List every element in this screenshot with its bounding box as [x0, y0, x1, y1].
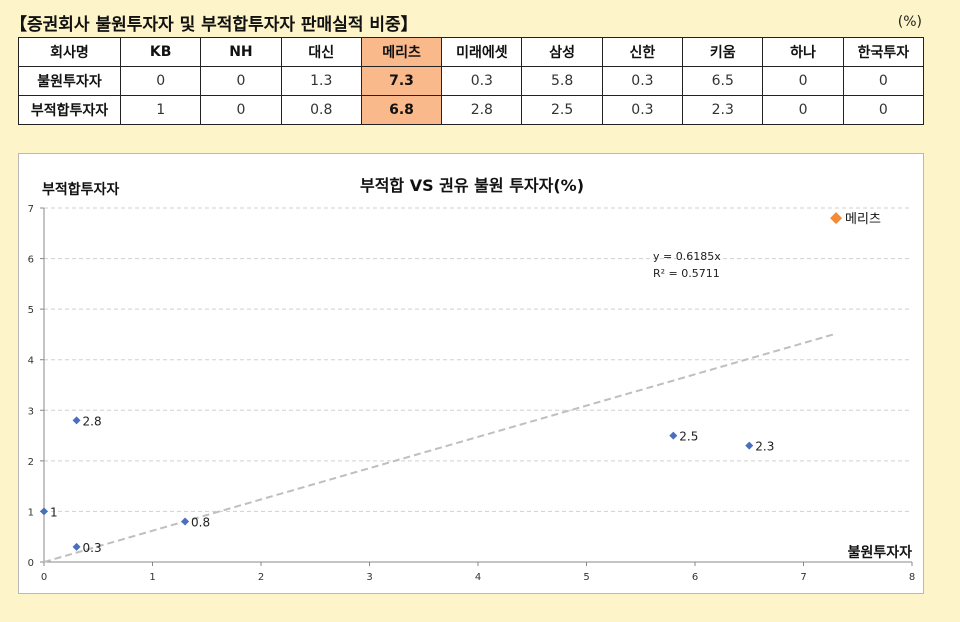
sales-ratio-table: 회사명 KB NH 대신 메리츠 미래에셋 삼성 신한 키움 하나 한국투자 불원투자자 0 0 1.3…	[18, 37, 925, 125]
highlight-point	[830, 212, 843, 225]
column-header: 삼성	[521, 37, 603, 67]
table-cell: 5.8	[521, 66, 603, 96]
y-tick-label: 7	[28, 204, 34, 215]
table-header-row: 회사명 KB NH 대신 메리츠 미래에셋 삼성 신한 키움 하나 한국투자	[18, 37, 925, 67]
table-cell: 7.3	[360, 66, 443, 96]
x-tick-label: 2	[258, 572, 264, 583]
table-cell: 0.3	[601, 95, 684, 125]
column-header: KB	[119, 37, 202, 67]
data-point-label: 2.3	[755, 440, 774, 454]
data-point	[669, 431, 678, 440]
trendline	[43, 332, 837, 563]
table-cell: 1.3	[280, 66, 362, 96]
table-cell: 0	[842, 66, 925, 96]
x-tick-label: 7	[800, 572, 806, 583]
x-tick-label: 6	[692, 572, 698, 583]
table-cell: 0.3	[441, 66, 523, 96]
unit-label: (%)	[897, 14, 922, 30]
table-row: 불원투자자 0 0 1.3 7.3 0.3 5.8 0.3 6.5 0 0	[18, 66, 925, 96]
data-point	[72, 542, 81, 551]
row-label: 부적합투자자	[18, 95, 121, 125]
y-axis-title: 부적합투자자	[42, 181, 119, 198]
x-axis-title: 불원투자자	[848, 545, 913, 561]
column-header: 하나	[762, 37, 844, 67]
y-tick-label: 2	[28, 457, 34, 468]
table-cell: 0	[200, 66, 282, 96]
trendline-r-squared: R² = 0.5711	[653, 267, 720, 280]
data-point	[40, 507, 48, 516]
table-cell: 0	[762, 66, 844, 96]
table-cell: 2.3	[682, 95, 764, 125]
column-header: 신한	[601, 37, 684, 67]
table-row: 부적합투자자 1 0 0.8 6.8 2.8 2.5 0.3 2.3 0 0	[18, 95, 925, 125]
table-cell: 0	[119, 66, 202, 96]
data-point	[72, 416, 81, 425]
y-tick-label: 0	[28, 558, 34, 569]
x-tick-label: 4	[475, 572, 481, 583]
x-tick-label: 3	[366, 572, 372, 583]
column-header: 미래에셋	[441, 37, 523, 67]
trendline-equation: y = 0.6185x	[653, 250, 721, 263]
chart-title: 부적합 VS 권유 불원 투자자(%)	[360, 176, 584, 195]
table-cell: 2.5	[521, 95, 603, 125]
x-tick-label: 5	[583, 572, 589, 583]
scatter-chart: 0 1 2 3 4 5 6 7 8 0 1 2 3 4 5 6 7 부적합 VS 권유 불원 투자자(%) 부적합투…	[18, 153, 924, 594]
y-tick-label: 5	[28, 305, 34, 316]
x-tick-label: 1	[149, 572, 155, 583]
data-point	[745, 441, 754, 450]
chart-svg: 0 1 2 3 4 5 6 7 8 0 1 2 3 4 5 6 7 부적합 VS 권유 불원 투자자(%) 부적합투…	[28, 176, 916, 583]
table-cell: 0.3	[601, 66, 684, 96]
table-cell: 0.8	[280, 95, 362, 125]
y-tick-label: 1	[28, 507, 34, 518]
table-cell: 6.5	[682, 66, 764, 96]
table-cell: 2.8	[441, 95, 523, 125]
column-header: NH	[200, 37, 282, 67]
table-cell: 0	[762, 95, 844, 125]
data-point-label: 0.3	[83, 541, 102, 555]
table-cell: 6.8	[360, 95, 443, 125]
data-point-label: 0.8	[191, 516, 210, 530]
x-tick-label: 8	[909, 572, 915, 583]
column-header: 메리츠	[360, 37, 443, 67]
page-title: 【증권회사 불원투자자 및 부적합투자자 판매실적 비중】	[10, 15, 418, 35]
column-header: 한국투자	[842, 37, 925, 67]
table-cell: 0	[842, 95, 925, 125]
row-label: 불원투자자	[18, 66, 121, 96]
highlight-point-label: 메리츠	[845, 212, 881, 227]
column-header: 키움	[682, 37, 764, 67]
x-tick-label: 0	[41, 572, 47, 583]
y-tick-label: 4	[28, 356, 34, 367]
column-header: 대신	[280, 37, 362, 67]
data-point	[181, 517, 190, 526]
table-cell: 0	[200, 95, 282, 125]
data-point-label: 1	[50, 505, 58, 519]
y-tick-label: 3	[28, 406, 34, 417]
table-cell: 1	[119, 95, 202, 125]
data-point-label: 2.5	[679, 430, 698, 444]
table-corner-cell: 회사명	[18, 37, 121, 67]
y-tick-label: 6	[28, 255, 34, 266]
data-point-label: 2.8	[83, 414, 102, 428]
